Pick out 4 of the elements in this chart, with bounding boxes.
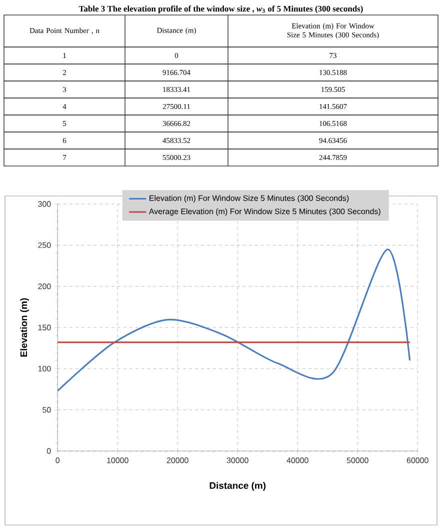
x-axis-title: Distance (m)	[210, 482, 266, 491]
y-axis-title: Elevation (m)	[20, 298, 29, 357]
line-series	[58, 248, 411, 392]
chart-title: Table 3 The elevation profile of the window size , w$_{3}$ of 5 Minutes (300 seconds)	[78, 6, 363, 14]
